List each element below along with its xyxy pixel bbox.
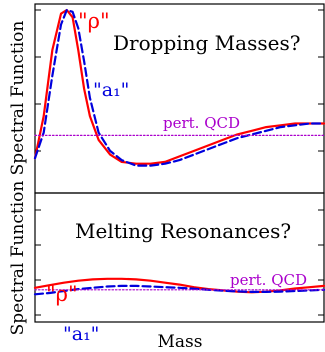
series-line-dashed-panel-0: [33, 8, 325, 167]
rho-label-top: "ρ": [78, 9, 110, 33]
ylabel-bottom: Spectral Function: [8, 181, 28, 336]
panel-dropping-masses: Dropping Masses? "ρ" "a₁" pert. QCD Spec…: [8, 3, 325, 194]
panel-lines-bottom: [33, 277, 325, 296]
ylabel-top: Spectral Function: [8, 21, 28, 176]
x-axis-label: Mass: [158, 332, 203, 352]
pqcd-label-bottom: pert. QCD: [230, 271, 307, 289]
panel-melting-resonances: Melting Resonances? "ρ" "a₁" pert. QCD S…: [8, 181, 325, 345]
a1-label-bottom-text: "a₁": [63, 323, 99, 345]
series-line-dashed-panel-1: [33, 284, 325, 296]
panel-ticks-top: [35, 9, 324, 152]
a1-label-bottom: "a₁": [63, 323, 99, 345]
panel-title-bottom: Melting Resonances?: [75, 219, 291, 243]
pqcd-label-top: pert. QCD: [163, 114, 240, 132]
series-line-solid-panel-0: [33, 8, 325, 165]
panel-lines-top: [33, 8, 325, 167]
panel-frame-bottom: [34, 192, 325, 323]
panel-title-top: Dropping Masses?: [113, 31, 300, 55]
rho-label-bottom: "ρ": [46, 282, 78, 306]
a1-label-top: "a₁": [93, 79, 129, 101]
a1-label-top-text: "a₁": [93, 79, 129, 101]
panel-ticks-bottom: [35, 209, 324, 316]
